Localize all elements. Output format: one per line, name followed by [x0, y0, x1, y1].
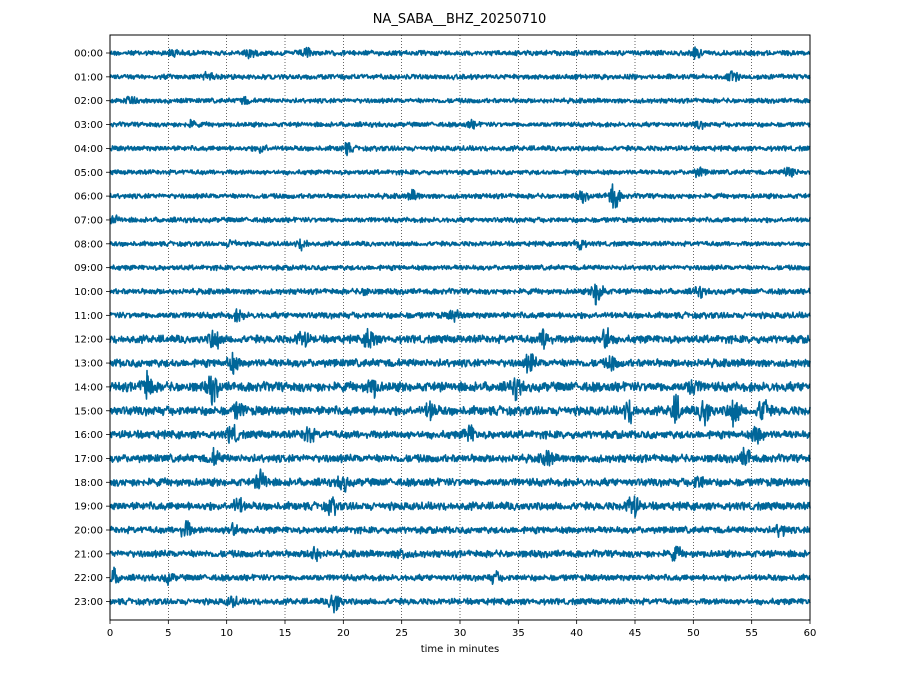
- y-tick-label: 05:00: [74, 168, 103, 179]
- x-tick-label: 15: [279, 628, 292, 639]
- y-tick-label: 06:00: [74, 192, 103, 203]
- y-tick-label: 22:00: [74, 573, 103, 584]
- trace-1700: [110, 448, 810, 466]
- y-axis-ticks: 00:00 01:00 02:00 03:00 04:00 05:00 06:00 07:00…: [74, 49, 110, 609]
- x-tick-label: 10: [220, 628, 233, 639]
- trace-0300: [110, 120, 810, 130]
- y-tick-label: 14:00: [74, 382, 103, 393]
- x-tick-label: 45: [629, 628, 642, 639]
- trace-1400: [110, 371, 810, 405]
- trace-1200: [110, 328, 810, 349]
- x-tick-label: 30: [454, 628, 467, 639]
- y-tick-label: 02:00: [74, 96, 103, 107]
- x-axis-label: time in minutes: [110, 644, 810, 655]
- x-tick-label: 25: [395, 628, 408, 639]
- y-tick-label: 23:00: [74, 597, 103, 608]
- y-tick-label: 08:00: [74, 239, 103, 250]
- x-axis-ticks: 0 5 10 15 20 25 30 35 40 45 50 55 60: [107, 620, 817, 639]
- trace-1900: [110, 496, 810, 517]
- y-tick-label: 00:00: [74, 49, 103, 60]
- x-tick-label: 55: [745, 628, 758, 639]
- x-tick-label: 5: [165, 628, 171, 639]
- y-tick-label: 09:00: [74, 263, 103, 274]
- y-tick-label: 16:00: [74, 430, 103, 441]
- trace-1300: [110, 353, 810, 375]
- y-tick-label: 03:00: [74, 120, 103, 131]
- trace-2300: [110, 595, 810, 612]
- y-tick-label: 18:00: [74, 478, 103, 489]
- x-tick-label: 40: [570, 628, 583, 639]
- y-tick-label: 21:00: [74, 549, 103, 560]
- x-tick-label: 35: [512, 628, 525, 639]
- trace-0500: [110, 167, 810, 177]
- trace-2000: [110, 521, 810, 537]
- x-tick-label: 60: [804, 628, 817, 639]
- y-tick-label: 13:00: [74, 359, 103, 370]
- trace-0400: [110, 143, 810, 156]
- trace-0600: [110, 184, 810, 208]
- y-tick-label: 20:00: [74, 526, 103, 537]
- trace-0000: [110, 47, 810, 59]
- x-tick-label: 0: [107, 628, 113, 639]
- y-tick-label: 12:00: [74, 335, 103, 346]
- y-tick-label: 19:00: [74, 502, 103, 513]
- trace-0700: [110, 215, 810, 223]
- y-tick-label: 17:00: [74, 454, 103, 465]
- y-tick-label: 01:00: [74, 72, 103, 83]
- y-tick-label: 15:00: [74, 406, 103, 417]
- x-tick-label: 20: [337, 628, 350, 639]
- x-tick-label: 50: [687, 628, 700, 639]
- trace-0200: [110, 96, 810, 104]
- trace-0800: [110, 239, 810, 251]
- trace-1600: [110, 425, 810, 444]
- trace-0100: [110, 71, 810, 81]
- y-tick-label: 10:00: [74, 287, 103, 298]
- y-tick-label: 07:00: [74, 215, 103, 226]
- y-tick-label: 11:00: [74, 311, 103, 322]
- y-tick-label: 04:00: [74, 144, 103, 155]
